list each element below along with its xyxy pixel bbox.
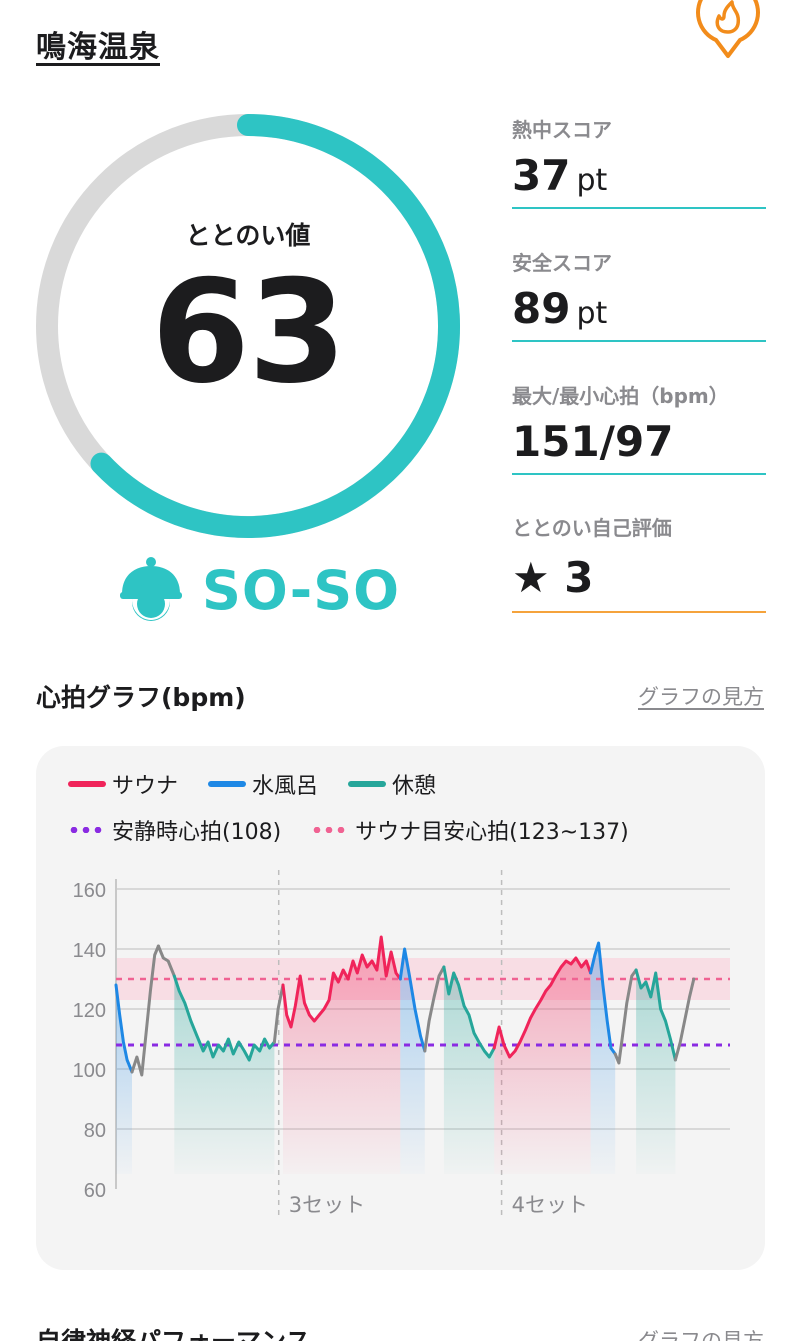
stat-divider xyxy=(512,473,766,476)
y-tick-label: 100 xyxy=(73,1060,106,1082)
sauna-line xyxy=(492,956,593,1059)
transition-line xyxy=(423,965,446,1053)
legend-sauna-target-swatch xyxy=(311,827,350,833)
safety-score-value: 89 xyxy=(512,284,571,333)
legend-sauna-target: サウナ目安心拍(123~137) xyxy=(311,814,629,846)
y-tick-label: 140 xyxy=(73,940,106,962)
heart-graph-title: 心拍グラフ(bpm) xyxy=(36,683,246,712)
fire-pin-icon[interactable] xyxy=(688,0,768,62)
legend-water-label: 水風呂 xyxy=(252,774,319,799)
legend-resting-hr: 安静時心拍(108) xyxy=(68,814,281,846)
water-area xyxy=(116,985,132,1174)
autonomic-section-title: 自律神経パフォーマンス xyxy=(36,1322,311,1341)
legend-sauna-swatch xyxy=(68,781,106,787)
legend-water: 水風呂 xyxy=(208,768,318,800)
sauna-area xyxy=(283,937,401,1174)
totonoi-level: SO-SO xyxy=(118,548,400,632)
heart-rate-range-value: 151/97 xyxy=(512,417,674,466)
star-icon: ★ xyxy=(512,553,550,602)
heat-score-value: 37 xyxy=(512,151,571,200)
heart-rate-chart-card: サウナ 水風呂 休憩 安静時心拍(108) サウナ目安心拍(123~137) 1… xyxy=(36,746,765,1270)
legend-water-swatch xyxy=(208,781,247,787)
stat-divider xyxy=(512,207,766,210)
transition-line xyxy=(130,944,160,1077)
autonomic-help-link[interactable]: グラフの見方 xyxy=(638,1329,764,1341)
transition-line xyxy=(613,968,638,1065)
sauna-line xyxy=(281,935,402,1029)
legend-sauna-label: サウナ xyxy=(112,774,179,799)
water-area xyxy=(590,943,616,1174)
heart-rate-chart: 160 140 120 100 80 60 3セット 4セット xyxy=(73,870,730,1217)
safety-score-unit: pt xyxy=(576,296,608,331)
level-text: SO-SO xyxy=(202,558,401,622)
water-line xyxy=(114,983,134,1074)
facility-title: 鳴海温泉 xyxy=(36,30,160,65)
rest-line xyxy=(172,974,276,1062)
legend-rest: 休憩 xyxy=(348,768,436,800)
legend-rest-label: 休憩 xyxy=(392,774,437,799)
y-tick-label: 80 xyxy=(84,1120,106,1142)
rest-area xyxy=(636,970,676,1174)
sauna-area xyxy=(494,958,591,1174)
stat-divider xyxy=(512,340,766,343)
legend-rest-swatch xyxy=(348,781,387,787)
legend-sauna: サウナ xyxy=(68,768,178,800)
water-line xyxy=(398,947,427,1053)
heat-score-label: 熱中スコア xyxy=(512,118,612,142)
heart-rate-range-label: 最大/最小心拍（bpm） xyxy=(512,384,729,408)
rest-line xyxy=(442,965,496,1059)
set-marker-label: 4セット xyxy=(512,1193,588,1217)
heat-score-unit: pt xyxy=(576,163,608,198)
heat-score: 熱中スコア 37 pt xyxy=(512,114,766,210)
gauge-value: 63 xyxy=(151,250,347,415)
rest-area xyxy=(443,967,495,1174)
legend-references: 安静時心拍(108) サウナ目安心拍(123~137) xyxy=(68,814,659,846)
sauna-hat-face-icon xyxy=(120,557,182,621)
y-tick-label: 160 xyxy=(73,880,106,902)
self-rating-value: 3 xyxy=(564,553,594,602)
water-area xyxy=(400,949,425,1174)
legend-resting-hr-swatch xyxy=(68,827,106,833)
self-rating-label: ととのい自己評価 xyxy=(512,516,672,540)
rest-line xyxy=(634,968,677,1062)
gauge-label: ととのい値 xyxy=(185,221,311,250)
transition-line xyxy=(272,983,285,1044)
set-marker-label: 3セット xyxy=(289,1193,365,1217)
transition-line xyxy=(156,944,176,978)
legend-phases: サウナ 水風呂 休憩 xyxy=(68,768,466,800)
totonoi-gauge xyxy=(36,114,461,538)
y-tick-label: 60 xyxy=(84,1180,106,1202)
safety-score: 安全スコア 89 pt xyxy=(512,247,766,343)
water-line xyxy=(589,941,617,1056)
stat-divider xyxy=(512,611,766,614)
rest-area xyxy=(174,976,275,1174)
heart-graph-help-link[interactable]: グラフの見方 xyxy=(638,685,764,709)
legend-sauna-target-label: サウナ目安心拍(123~137) xyxy=(355,820,629,845)
transition-line xyxy=(673,977,696,1062)
y-tick-label: 120 xyxy=(73,1000,106,1022)
legend-resting-hr-label: 安静時心拍(108) xyxy=(112,820,282,845)
gauge-fill xyxy=(90,114,461,538)
safety-score-label: 安全スコア xyxy=(512,251,612,275)
heart-rate-range: 最大/最小心拍（bpm） 151/97 xyxy=(512,380,766,476)
self-rating[interactable]: ととのい自己評価 ★ 3 xyxy=(512,512,766,614)
